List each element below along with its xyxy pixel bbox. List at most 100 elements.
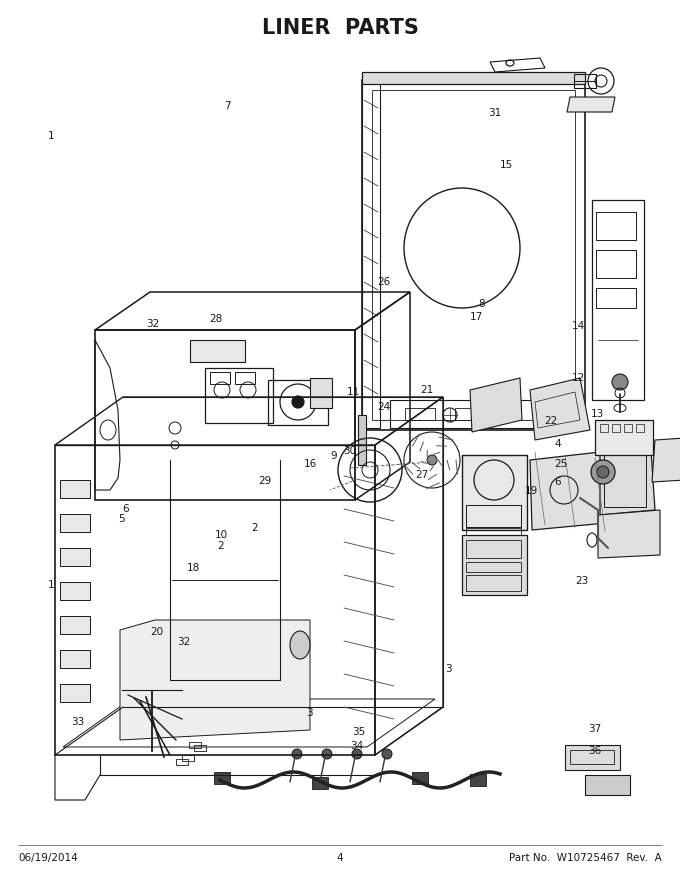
Text: 20: 20 bbox=[150, 627, 163, 637]
Text: 6: 6 bbox=[554, 477, 561, 488]
Bar bbox=[466, 505, 521, 527]
Text: 12: 12 bbox=[571, 373, 585, 384]
Bar bbox=[600, 424, 608, 432]
Bar bbox=[466, 575, 521, 591]
Bar bbox=[592, 200, 644, 400]
Text: 30: 30 bbox=[343, 445, 357, 456]
Text: LINER  PARTS: LINER PARTS bbox=[262, 18, 418, 38]
Text: 31: 31 bbox=[488, 107, 502, 118]
Text: 15: 15 bbox=[500, 160, 513, 171]
Bar bbox=[60, 514, 90, 532]
Text: 4: 4 bbox=[554, 439, 561, 450]
Ellipse shape bbox=[292, 749, 302, 759]
Bar bbox=[176, 759, 188, 765]
Bar bbox=[466, 540, 521, 558]
Bar bbox=[470, 774, 486, 786]
Polygon shape bbox=[120, 620, 310, 740]
Text: 37: 37 bbox=[588, 723, 602, 734]
Text: 2: 2 bbox=[252, 523, 258, 533]
Bar bbox=[179, 727, 191, 733]
Bar bbox=[120, 690, 134, 700]
Bar bbox=[362, 72, 585, 84]
Bar bbox=[604, 445, 646, 507]
Bar bbox=[362, 82, 380, 428]
Ellipse shape bbox=[292, 396, 304, 408]
Text: 18: 18 bbox=[187, 562, 201, 573]
Polygon shape bbox=[598, 510, 660, 558]
Ellipse shape bbox=[322, 749, 332, 759]
Bar bbox=[596, 288, 636, 308]
Text: 10: 10 bbox=[215, 530, 228, 540]
Text: 25: 25 bbox=[554, 458, 568, 469]
Bar bbox=[462, 455, 527, 530]
Text: 36: 36 bbox=[588, 745, 602, 756]
Bar bbox=[462, 535, 527, 595]
Bar bbox=[310, 378, 332, 408]
Bar bbox=[455, 408, 485, 420]
Text: 8: 8 bbox=[478, 298, 485, 309]
Bar bbox=[595, 420, 653, 455]
Text: 06/19/2014: 06/19/2014 bbox=[18, 853, 78, 863]
Text: 32: 32 bbox=[146, 319, 160, 329]
Bar bbox=[60, 616, 90, 634]
Bar bbox=[596, 250, 636, 278]
Bar bbox=[214, 772, 230, 784]
Text: 26: 26 bbox=[377, 276, 391, 287]
Ellipse shape bbox=[352, 749, 362, 759]
Bar bbox=[60, 650, 90, 668]
Bar bbox=[235, 372, 255, 384]
Text: 28: 28 bbox=[209, 313, 223, 324]
Bar bbox=[612, 424, 620, 432]
Text: 16: 16 bbox=[304, 458, 318, 469]
Ellipse shape bbox=[591, 460, 615, 484]
Bar bbox=[189, 742, 201, 748]
Text: 17: 17 bbox=[469, 312, 483, 322]
Text: 7: 7 bbox=[224, 100, 231, 111]
Polygon shape bbox=[470, 378, 522, 432]
Text: 9: 9 bbox=[330, 451, 337, 461]
Text: 32: 32 bbox=[177, 637, 190, 648]
Bar bbox=[466, 528, 521, 540]
Bar bbox=[636, 424, 644, 432]
Bar bbox=[60, 548, 90, 566]
Bar bbox=[390, 400, 550, 428]
Bar bbox=[194, 745, 206, 751]
Bar bbox=[60, 582, 90, 600]
Text: 21: 21 bbox=[420, 385, 434, 395]
Text: 5: 5 bbox=[118, 514, 124, 524]
Text: 29: 29 bbox=[258, 476, 272, 487]
Text: 35: 35 bbox=[352, 727, 366, 737]
Text: 22: 22 bbox=[544, 415, 558, 426]
Bar bbox=[466, 562, 521, 572]
Bar bbox=[60, 684, 90, 702]
Ellipse shape bbox=[612, 374, 628, 390]
Polygon shape bbox=[530, 378, 590, 440]
Bar bbox=[312, 777, 328, 789]
Text: 4: 4 bbox=[337, 853, 343, 863]
Bar bbox=[565, 745, 620, 770]
Text: 13: 13 bbox=[590, 408, 604, 419]
Ellipse shape bbox=[382, 749, 392, 759]
Bar bbox=[205, 368, 273, 423]
Text: 24: 24 bbox=[377, 401, 391, 412]
Text: 19: 19 bbox=[525, 486, 539, 496]
Bar bbox=[190, 340, 245, 362]
Text: 1: 1 bbox=[48, 580, 54, 590]
Bar bbox=[405, 408, 435, 420]
Text: 2: 2 bbox=[218, 540, 224, 551]
Bar bbox=[268, 380, 328, 425]
Text: 27: 27 bbox=[415, 470, 428, 480]
Text: 11: 11 bbox=[347, 386, 360, 397]
Bar bbox=[574, 74, 596, 88]
Polygon shape bbox=[652, 438, 680, 482]
Ellipse shape bbox=[290, 631, 310, 659]
Ellipse shape bbox=[427, 455, 437, 465]
Bar bbox=[60, 480, 90, 498]
Bar bbox=[358, 415, 366, 465]
Ellipse shape bbox=[597, 466, 609, 478]
Bar bbox=[596, 212, 636, 240]
Bar bbox=[624, 424, 632, 432]
Polygon shape bbox=[567, 97, 615, 112]
Polygon shape bbox=[530, 448, 638, 530]
Text: 3: 3 bbox=[445, 664, 452, 674]
